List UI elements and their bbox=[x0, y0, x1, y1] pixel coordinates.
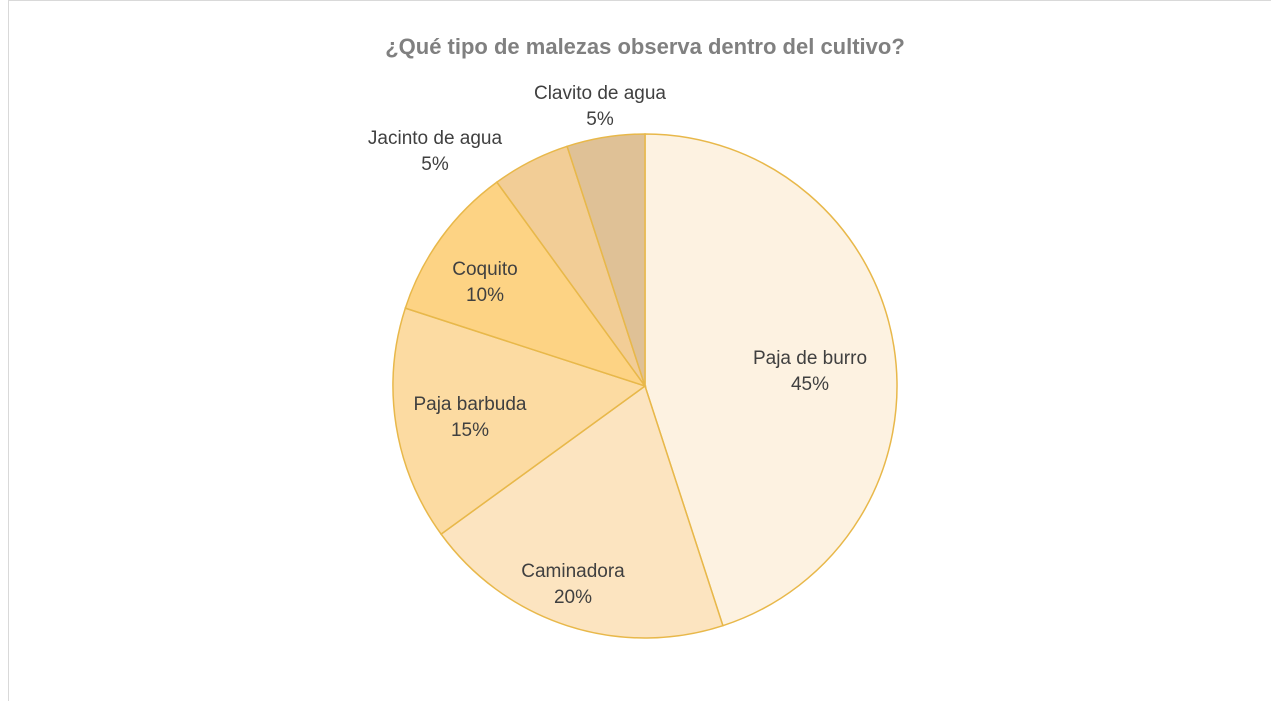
slice-label: Paja de burro bbox=[753, 348, 867, 369]
slice-label: Coquito bbox=[452, 259, 518, 280]
slice-label: Caminadora bbox=[521, 561, 625, 582]
slice-value: 20% bbox=[554, 587, 592, 608]
slice-value: 5% bbox=[586, 109, 614, 130]
slice-label: Jacinto de agua bbox=[368, 128, 503, 149]
slice-value: 5% bbox=[421, 154, 449, 175]
slice-value: 45% bbox=[791, 374, 829, 395]
chart-title: ¿Qué tipo de malezas observa dentro del … bbox=[385, 34, 905, 59]
slice-label: Paja barbuda bbox=[413, 394, 526, 415]
slice-label: Clavito de agua bbox=[534, 83, 666, 104]
slice-value: 15% bbox=[451, 420, 489, 441]
slice-value: 10% bbox=[466, 285, 504, 306]
